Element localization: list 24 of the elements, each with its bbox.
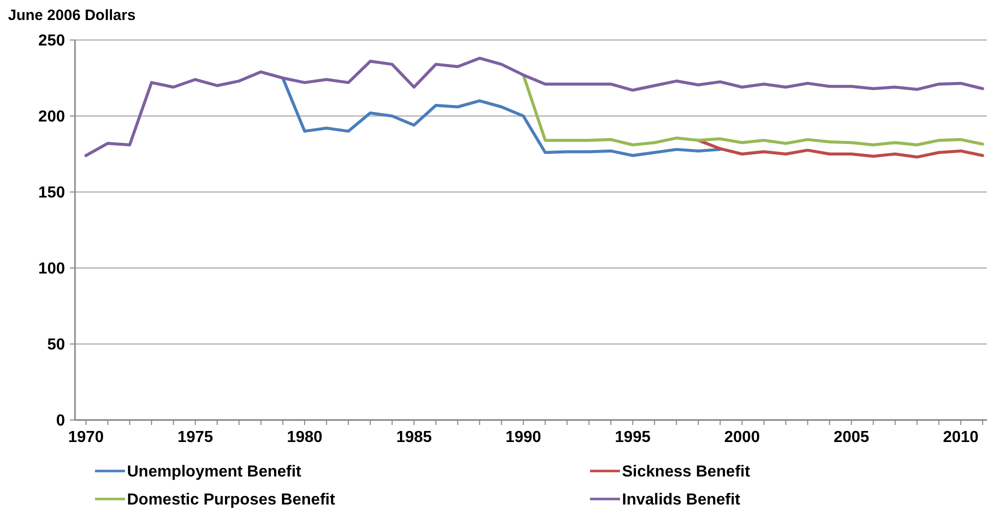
y-tick-label: 200 [38, 108, 66, 126]
line-series [281, 76, 722, 158]
legend-label: Invalids Benefit [622, 492, 741, 509]
x-tick-label: 2000 [724, 429, 760, 446]
x-tick-label: 1990 [506, 429, 542, 446]
y-tick-label: 250 [38, 32, 66, 50]
x-tick-label: 2010 [942, 429, 979, 446]
y-axis-title: June 2006 Dollars [8, 7, 136, 24]
y-tick-label: 50 [47, 336, 66, 354]
x-tick-label: 2005 [834, 429, 870, 446]
legend-label: Unemployment Benefit [127, 464, 302, 481]
x-tick-label: 1995 [614, 429, 651, 446]
line-series [522, 73, 984, 146]
x-tick-label: 1985 [396, 429, 432, 446]
line-series [84, 56, 984, 158]
y-tick-label: 0 [56, 412, 66, 430]
legend-label: Domestic Purposes Benefit [127, 492, 336, 509]
y-tick-label: 150 [38, 184, 66, 202]
x-tick-label: 1970 [68, 429, 104, 446]
line-series [696, 138, 984, 159]
legend-label: Sickness Benefit [622, 464, 751, 481]
x-tick-label: 1980 [286, 429, 323, 446]
x-tick-label: 1975 [177, 429, 214, 446]
y-tick-label: 100 [38, 260, 66, 278]
